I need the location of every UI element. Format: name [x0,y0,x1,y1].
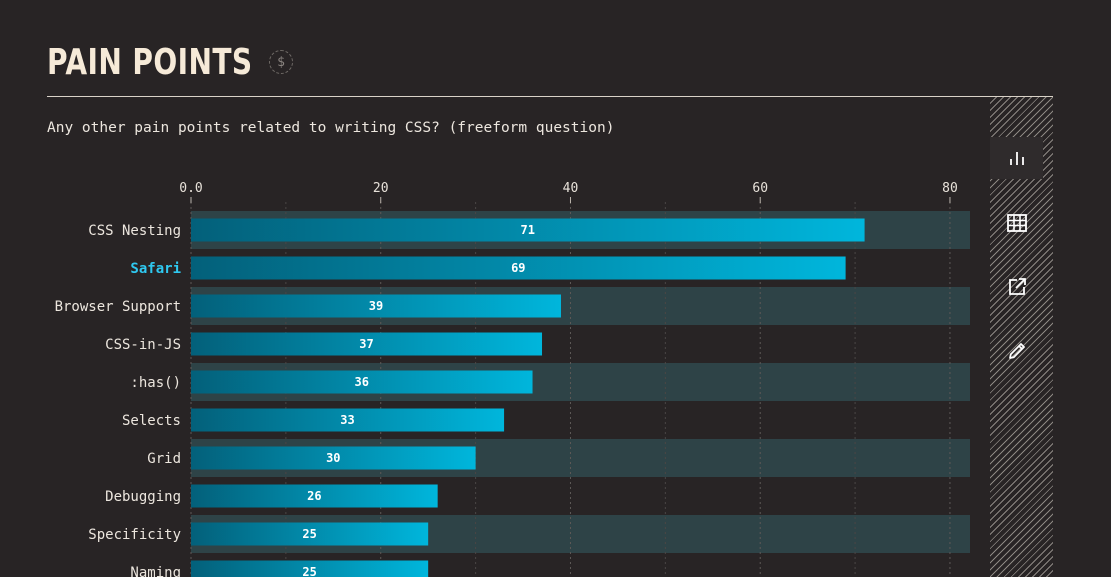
bar[interactable] [191,408,505,432]
bar[interactable] [191,370,533,394]
bar[interactable] [191,256,846,280]
value-label: 30 [326,451,340,465]
dollar-coin-icon: $ [269,50,293,74]
value-label: 25 [302,527,316,541]
bar[interactable] [191,446,476,470]
x-tick-label: 80 [942,181,958,196]
x-tick-label: 0.0 [179,181,202,196]
bar[interactable] [191,332,543,356]
chart-toolbar [990,97,1053,577]
question-text: Any other pain points related to writing… [47,120,615,136]
category-label: Grid [147,451,181,467]
value-label: 26 [307,489,321,503]
category-label: Safari [130,261,181,277]
title-divider [47,96,1053,97]
bar[interactable] [191,294,561,318]
x-tick-label: 40 [563,181,579,196]
category-label: CSS-in-JS [105,337,181,353]
category-label: CSS Nesting [88,223,181,239]
x-tick-label: 20 [373,181,389,196]
bar-chart-view-button[interactable] [990,137,1043,179]
category-label: Naming [130,565,181,577]
category-label: Browser Support [55,299,181,315]
value-label: 71 [521,223,535,237]
bar[interactable] [191,522,429,546]
share-button[interactable] [990,266,1043,308]
page-title: PAIN POINTS [47,41,253,83]
category-label: Selects [122,413,181,429]
bar[interactable] [191,560,429,577]
value-label: 33 [340,413,354,427]
value-label: 36 [355,375,369,389]
bar-chart-icon [1009,152,1024,165]
share-icon [1008,278,1026,295]
title-row: PAIN POINTS $ [47,40,293,84]
value-label: 37 [359,337,373,351]
edit-button[interactable] [990,330,1043,372]
value-label: 69 [511,261,525,275]
edit-icon [1008,343,1025,359]
value-label: 39 [369,299,383,313]
table-icon [1006,214,1027,232]
category-label: :has() [130,375,181,391]
value-label: 25 [302,565,316,577]
table-view-button[interactable] [990,202,1043,244]
category-label: Specificity [88,527,181,543]
category-label: Debugging [105,489,181,505]
x-tick-label: 60 [752,181,768,196]
bar[interactable] [191,484,438,508]
bar[interactable] [191,218,865,242]
